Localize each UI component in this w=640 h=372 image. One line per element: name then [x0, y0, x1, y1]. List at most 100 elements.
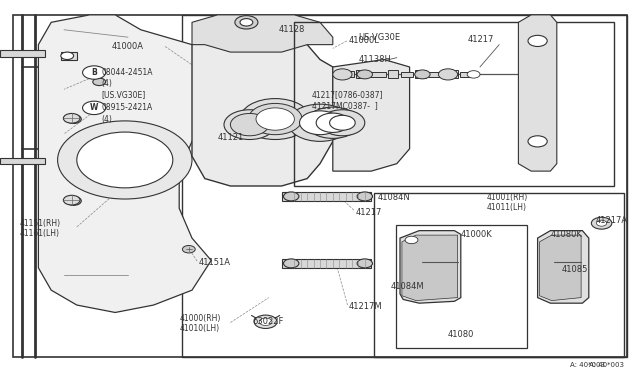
Bar — [374, 193, 624, 357]
Text: 41011(LH): 41011(LH) — [486, 203, 526, 212]
Circle shape — [240, 19, 253, 26]
Circle shape — [256, 108, 294, 130]
Circle shape — [596, 220, 607, 226]
Circle shape — [300, 111, 340, 135]
Text: 41000K: 41000K — [461, 230, 493, 239]
Circle shape — [83, 101, 106, 115]
Text: 41217M: 41217M — [349, 302, 383, 311]
Circle shape — [66, 196, 81, 205]
Circle shape — [63, 195, 80, 205]
Circle shape — [357, 192, 372, 201]
Bar — [0, 158, 45, 164]
Text: 41217A: 41217A — [595, 216, 627, 225]
Circle shape — [61, 52, 74, 60]
Circle shape — [259, 318, 272, 326]
Text: 41001(RH): 41001(RH) — [486, 193, 527, 202]
Bar — [282, 259, 371, 268]
Circle shape — [405, 236, 418, 244]
Text: 41080K: 41080K — [550, 230, 582, 239]
Circle shape — [320, 110, 365, 136]
Circle shape — [306, 107, 360, 138]
Circle shape — [284, 192, 299, 201]
Text: 41085: 41085 — [562, 265, 588, 274]
Polygon shape — [400, 231, 461, 303]
Polygon shape — [538, 231, 589, 303]
Circle shape — [528, 35, 547, 46]
Text: (4): (4) — [101, 79, 112, 88]
Bar — [460, 72, 473, 77]
Text: 41084N: 41084N — [378, 193, 410, 202]
Polygon shape — [518, 15, 557, 171]
Text: 41138H: 41138H — [358, 55, 391, 64]
Circle shape — [248, 103, 302, 135]
Bar — [61, 156, 77, 164]
Bar — [338, 71, 354, 77]
Circle shape — [330, 115, 355, 130]
Bar — [401, 72, 413, 77]
Bar — [368, 72, 386, 77]
Text: US.VG30E: US.VG30E — [358, 33, 401, 42]
Bar — [415, 70, 426, 78]
Text: 41217: 41217 — [355, 208, 381, 217]
Circle shape — [357, 70, 372, 79]
Circle shape — [467, 71, 480, 78]
Circle shape — [438, 69, 458, 80]
Text: (4): (4) — [101, 115, 112, 124]
Circle shape — [58, 121, 192, 199]
Text: 41151A: 41151A — [198, 258, 230, 267]
Text: 41084M: 41084M — [390, 282, 424, 291]
Bar — [182, 15, 627, 357]
Circle shape — [240, 99, 310, 140]
Circle shape — [591, 217, 612, 229]
Circle shape — [528, 136, 547, 147]
Circle shape — [63, 113, 80, 123]
Polygon shape — [192, 30, 333, 186]
Text: A: 40*003: A: 40*003 — [589, 362, 624, 368]
Text: 41217MC0387-  ]: 41217MC0387- ] — [312, 102, 378, 110]
Bar — [356, 70, 366, 78]
Polygon shape — [38, 15, 211, 312]
Circle shape — [77, 132, 173, 188]
Circle shape — [357, 259, 372, 268]
Circle shape — [415, 70, 430, 79]
Circle shape — [284, 259, 299, 268]
Polygon shape — [402, 235, 458, 301]
Text: 41000(RH): 41000(RH) — [179, 314, 221, 323]
Circle shape — [224, 110, 275, 140]
Circle shape — [83, 66, 106, 79]
Text: 41000A: 41000A — [112, 42, 144, 51]
Bar — [0, 50, 45, 57]
Circle shape — [61, 156, 74, 164]
Text: 41010(LH): 41010(LH) — [179, 324, 220, 333]
Text: 41161(LH): 41161(LH) — [19, 229, 60, 238]
Circle shape — [333, 69, 352, 80]
Text: 41128: 41128 — [278, 25, 305, 34]
Circle shape — [66, 115, 81, 124]
Polygon shape — [333, 60, 410, 171]
Bar — [396, 225, 527, 348]
Circle shape — [93, 78, 106, 86]
Bar — [447, 70, 458, 78]
Bar — [294, 22, 614, 186]
Circle shape — [230, 113, 269, 136]
Polygon shape — [192, 15, 333, 52]
Text: 41121: 41121 — [218, 133, 244, 142]
Text: 41080: 41080 — [448, 330, 474, 339]
Bar — [282, 192, 371, 201]
Text: B: B — [92, 68, 97, 77]
Circle shape — [182, 246, 195, 253]
Text: W: W — [90, 103, 99, 112]
Text: 08915-2421A: 08915-2421A — [101, 103, 152, 112]
Text: 41000L: 41000L — [349, 36, 380, 45]
Bar — [61, 52, 77, 60]
Text: 63022F: 63022F — [253, 317, 284, 326]
Circle shape — [254, 315, 277, 328]
Polygon shape — [540, 235, 581, 301]
Text: 08044-2451A: 08044-2451A — [101, 68, 152, 77]
Text: 41217: 41217 — [467, 35, 493, 44]
Bar — [428, 72, 445, 77]
Circle shape — [288, 104, 352, 141]
Text: A: 40*003: A: 40*003 — [570, 362, 605, 368]
Bar — [388, 70, 398, 78]
Text: [US.VG30E]: [US.VG30E] — [101, 90, 145, 99]
